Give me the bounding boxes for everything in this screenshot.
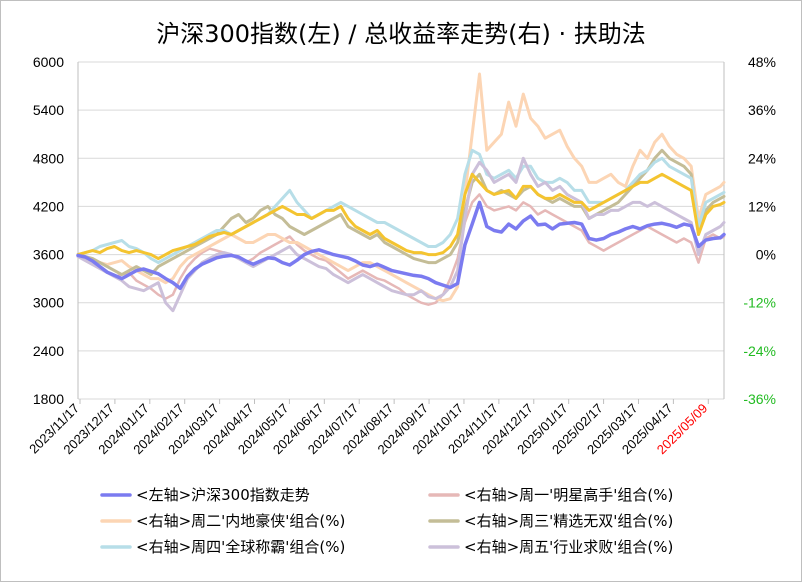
left-tick-label: 5400	[33, 102, 64, 118]
right-tick-label: 48%	[748, 54, 776, 70]
left-tick-label: 3600	[33, 247, 64, 263]
grid-lines	[77, 61, 725, 400]
left-tick-label: 4800	[33, 150, 64, 166]
legend-label: <右轴>周一'明星高手'组合(%)	[464, 486, 673, 504]
legend-label: <左轴>沪深300指数走势	[136, 486, 310, 504]
legend-label: <右轴>周三'精选无双'组合(%)	[464, 512, 673, 530]
series-group	[76, 72, 726, 313]
left-tick-label: 4200	[33, 198, 64, 214]
left-tick-label: 6000	[33, 54, 64, 70]
right-tick-label: 24%	[748, 150, 776, 166]
right-tick-label: -24%	[743, 343, 776, 359]
legend: <左轴>沪深300指数走势 <右轴>周一'明星高手'组合(%) <右轴>周二'内地豪…	[100, 486, 673, 556]
left-tick-label: 3000	[33, 295, 64, 311]
right-tick-label: 36%	[748, 102, 776, 118]
series-line	[76, 72, 726, 303]
legend-label: <右轴>周四'全球称霸'组合(%)	[136, 538, 345, 556]
series-line	[76, 172, 726, 261]
x-axis: 2023/11/172023/12/172024/01/172024/02/17…	[26, 399, 710, 457]
chart-title: 沪深300指数(左) / 总收益率走势(右) · 扶助法	[156, 20, 646, 48]
right-axis: 48% 36% 24% 12% 0% -12% -24% -36%	[743, 54, 776, 407]
right-tick-label: -12%	[743, 295, 776, 311]
legend-label: <右轴>周五'行业求败'组合(%)	[464, 538, 673, 556]
right-tick-label: 12%	[748, 198, 776, 214]
legend-label: <右轴>周二'内地豪侠'组合(%)	[136, 512, 345, 530]
series-line	[76, 148, 726, 277]
series-line	[76, 193, 726, 306]
left-tick-label: 2400	[33, 343, 64, 359]
series-line	[76, 200, 726, 291]
left-tick-label: 1800	[33, 391, 64, 407]
left-axis: 6000 5400 4800 4200 3600 3000 2400 1800	[33, 54, 64, 407]
right-tick-label: 0%	[756, 247, 776, 263]
right-tick-label: -36%	[743, 391, 776, 407]
